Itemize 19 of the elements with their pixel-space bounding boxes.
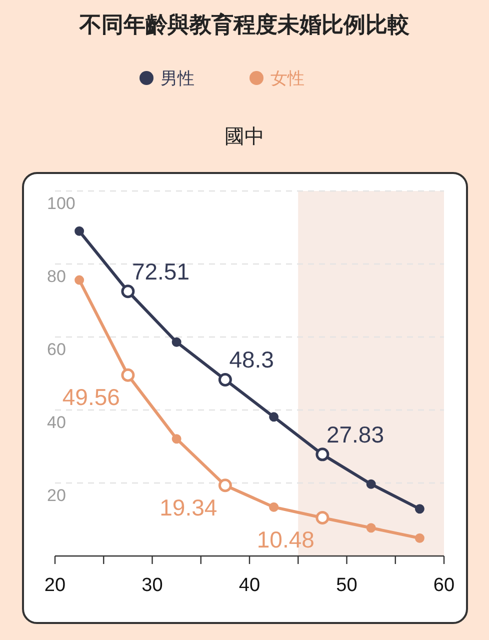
x-tick-label: 30 xyxy=(142,575,163,596)
x-tick-label: 40 xyxy=(238,575,260,596)
y-tick-label: 40 xyxy=(47,413,66,432)
legend-label: 女性 xyxy=(270,69,304,88)
y-tick-label: 60 xyxy=(47,340,66,359)
y-tick-label: 100 xyxy=(47,194,76,213)
chart-title: 不同年齡與教育程度未婚比例比較 xyxy=(78,12,410,37)
y-tick-label: 20 xyxy=(47,486,66,505)
data-label: 49.56 xyxy=(62,384,120,410)
data-label: 10.48 xyxy=(256,526,314,553)
x-tick-label: 50 xyxy=(336,575,358,596)
legend-label: 男性 xyxy=(160,69,194,88)
data-label: 72.51 xyxy=(132,258,190,284)
y-tick-label: 80 xyxy=(47,267,66,286)
data-label: 27.83 xyxy=(326,421,384,448)
data-label: 19.34 xyxy=(160,494,218,520)
x-tick-label: 60 xyxy=(433,575,455,596)
chart-subtitle: 國中 xyxy=(224,126,264,148)
data-label: 48.3 xyxy=(229,346,274,373)
